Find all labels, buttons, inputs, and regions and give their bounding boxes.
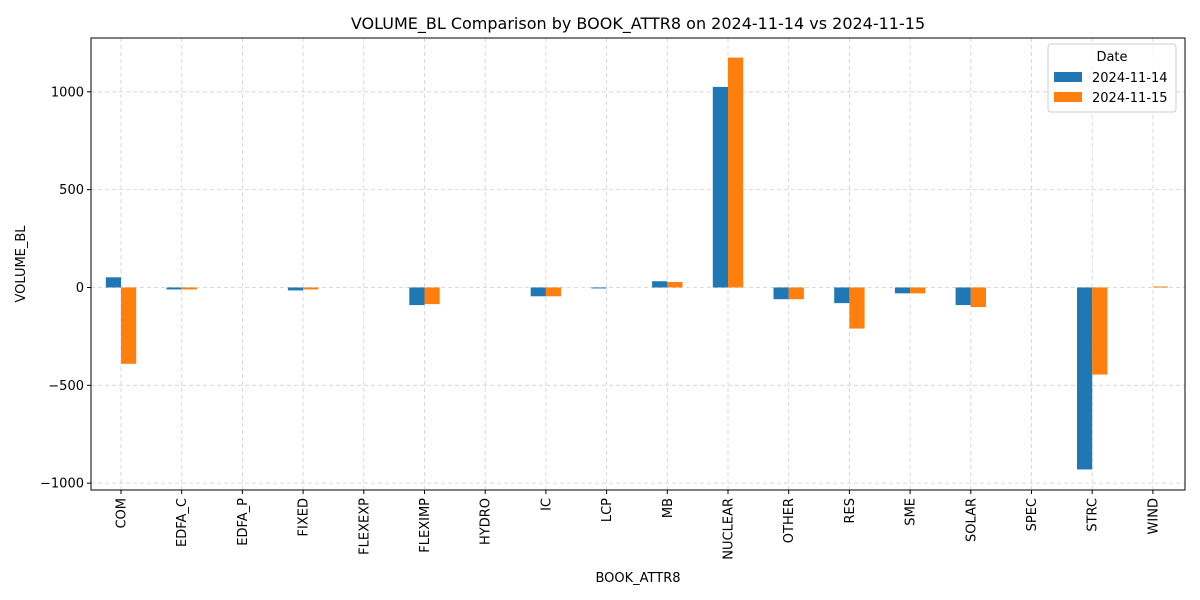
grid <box>91 38 1185 490</box>
bar-2024-11-14-EDFA_C <box>166 287 182 290</box>
bars <box>105 57 1169 470</box>
bar-2024-11-15-STRC <box>1092 287 1108 375</box>
bar-2024-11-15-FLEXIMP <box>424 287 440 305</box>
x-tick-label: OTHER <box>782 498 797 543</box>
bar-2024-11-14-STRC <box>1077 287 1093 470</box>
chart-title: VOLUME_BL Comparison by BOOK_ATTR8 on 20… <box>351 14 925 34</box>
bar-2024-11-14-MB <box>652 281 668 288</box>
x-axis-label: BOOK_ATTR8 <box>595 571 680 586</box>
y-axis-label: VOLUME_BL <box>14 225 29 303</box>
y-tick-label: −500 <box>48 379 84 394</box>
x-tick-label: IC <box>539 498 554 511</box>
x-tick-label: RES <box>843 498 858 524</box>
x-tick-label: WIND <box>1146 498 1161 534</box>
bar-2024-11-14-OTHER <box>773 287 789 300</box>
legend-entry-1: 2024-11-14 <box>1092 71 1168 86</box>
y-tick-label: −1000 <box>40 477 84 492</box>
bar-2024-11-14-IC <box>530 287 546 297</box>
bar-2024-11-14-SOLAR <box>955 287 971 306</box>
bar-2024-11-15-EDFA_C <box>181 287 197 290</box>
bar-2024-11-15-FIXED <box>303 287 319 290</box>
x-tick-label: LCP <box>600 498 615 522</box>
x-axis-ticks: COM EDFA_C EDFA_P FIXED FLEXEXP FLEXIMP HYDRO I… <box>115 490 1161 560</box>
x-tick-label: COM <box>115 498 130 529</box>
bar-2024-11-14-SME <box>894 287 911 294</box>
x-tick-label: FIXED <box>297 498 312 536</box>
x-tick-label: FLEXEXP <box>357 498 372 555</box>
plot-frame <box>90 37 1186 491</box>
y-tick-label: 0 <box>76 281 84 296</box>
bar-2024-11-15-OTHER <box>788 287 804 300</box>
x-tick-label: EDFA_C <box>175 498 190 547</box>
y-tick-label: 1000 <box>51 85 84 100</box>
bar-2024-11-15-MB <box>667 282 683 288</box>
y-tick-label: 500 <box>59 183 84 198</box>
x-tick-label: SOLAR <box>964 498 979 542</box>
legend-title: Date <box>1096 50 1127 65</box>
bar-2024-11-14-FLEXIMP <box>409 287 425 306</box>
legend-swatch-1 <box>1054 72 1082 82</box>
bar-2024-11-15-IC <box>545 287 562 297</box>
bar-2024-11-14-LCP <box>591 287 607 289</box>
x-tick-label: FLEXIMP <box>418 498 433 553</box>
x-tick-label: MB <box>661 498 676 518</box>
y-axis-ticks: −1000 −500 0 500 1000 <box>40 85 91 492</box>
bar-2024-11-14-FIXED <box>287 287 304 291</box>
bar-2024-11-14-RES <box>834 287 850 304</box>
bar-2024-11-14-COM <box>105 277 121 288</box>
bar-2024-11-15-SOLAR <box>970 287 986 308</box>
x-tick-label: STRC <box>1086 498 1101 532</box>
bar-2024-11-15-NUCLEAR <box>728 57 744 288</box>
bar-2024-11-14-NUCLEAR <box>712 86 728 288</box>
bar-2024-11-15-SME <box>910 287 926 294</box>
legend-swatch-2 <box>1054 92 1082 102</box>
legend-entry-2: 2024-11-15 <box>1092 91 1168 106</box>
bar-2024-11-15-RES <box>849 287 865 329</box>
x-tick-label: EDFA_P <box>236 498 251 546</box>
bar-2024-11-15-COM <box>121 287 137 364</box>
x-tick-label: SME <box>904 498 919 526</box>
legend: Date 2024-11-14 2024-11-15 <box>1047 43 1177 113</box>
bar-2024-11-15-WIND <box>1152 286 1169 288</box>
x-tick-label: HYDRO <box>479 498 494 545</box>
x-tick-label: NUCLEAR <box>722 498 737 560</box>
x-tick-label: SPEC <box>1025 498 1040 531</box>
